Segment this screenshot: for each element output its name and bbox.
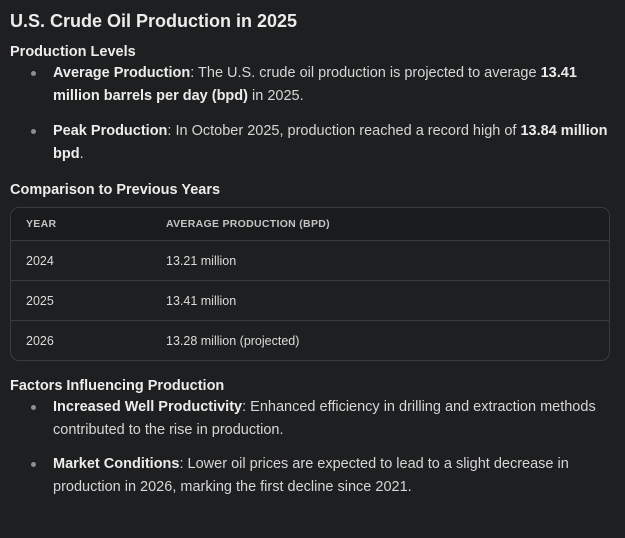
table-header-row: YEAR AVERAGE PRODUCTION (BPD) [11, 208, 609, 241]
table-row: 2024 13.21 million [11, 240, 609, 281]
column-header-year: YEAR [11, 208, 166, 241]
item-text-end: in 2025. [247, 88, 304, 104]
section-heading-production-levels: Production Levels [10, 44, 136, 60]
comparison-table: YEAR AVERAGE PRODUCTION (BPD) 2024 13.21… [10, 207, 610, 361]
item-text: : Enhanced efficiency in drilling and ex… [53, 399, 596, 438]
item-highlight: 13.41 million barrels per day (bpd) [53, 65, 577, 104]
item-label: Increased Well Productivity [53, 399, 243, 415]
table-cell-year: 2024 [11, 240, 166, 281]
factors-list: Increased Well Productivity: Enhanced ef… [10, 396, 615, 499]
bullet-icon [31, 405, 36, 410]
column-header-production: AVERAGE PRODUCTION (BPD) [166, 208, 609, 241]
item-label: Average Production [53, 65, 191, 81]
item-label: Peak Production [53, 123, 168, 139]
item-text: : The U.S. crude oil production is proje… [190, 65, 541, 81]
table-cell-year: 2025 [11, 280, 166, 321]
table-cell-production: 13.28 million (projected) [166, 320, 609, 360]
list-item: Peak Production: In October 2025, produc… [10, 120, 615, 166]
bullet-icon [31, 129, 36, 134]
list-item: Increased Well Productivity: Enhanced ef… [10, 396, 615, 442]
item-highlight: 13.84 million bpd [53, 123, 608, 162]
item-text: : Lower oil prices are expected to lead … [53, 456, 569, 495]
section-heading-comparison: Comparison to Previous Years [10, 182, 221, 198]
response-content: U.S. Crude Oil Production in 2025 Produc… [10, 11, 615, 499]
production-levels-list: Average Production: The U.S. crude oil p… [10, 62, 615, 166]
list-item: Average Production: The U.S. crude oil p… [10, 62, 615, 108]
page-title: U.S. Crude Oil Production in 2025 [10, 11, 298, 31]
table-row: 2025 13.41 million [11, 280, 609, 321]
table-row: 2026 13.28 million (projected) [11, 320, 609, 360]
list-item: Market Conditions: Lower oil prices are … [10, 453, 615, 499]
bullet-icon [31, 462, 36, 467]
item-text: : In October 2025, production reached a … [167, 123, 521, 139]
item-label: Market Conditions [53, 456, 180, 472]
table-cell-production: 13.41 million [166, 280, 609, 321]
table-cell-production: 13.21 million [166, 240, 609, 281]
bullet-icon [31, 71, 36, 76]
table-cell-year: 2026 [11, 320, 166, 360]
section-heading-factors: Factors Influencing Production [10, 378, 225, 394]
item-text-end: . [79, 146, 84, 162]
